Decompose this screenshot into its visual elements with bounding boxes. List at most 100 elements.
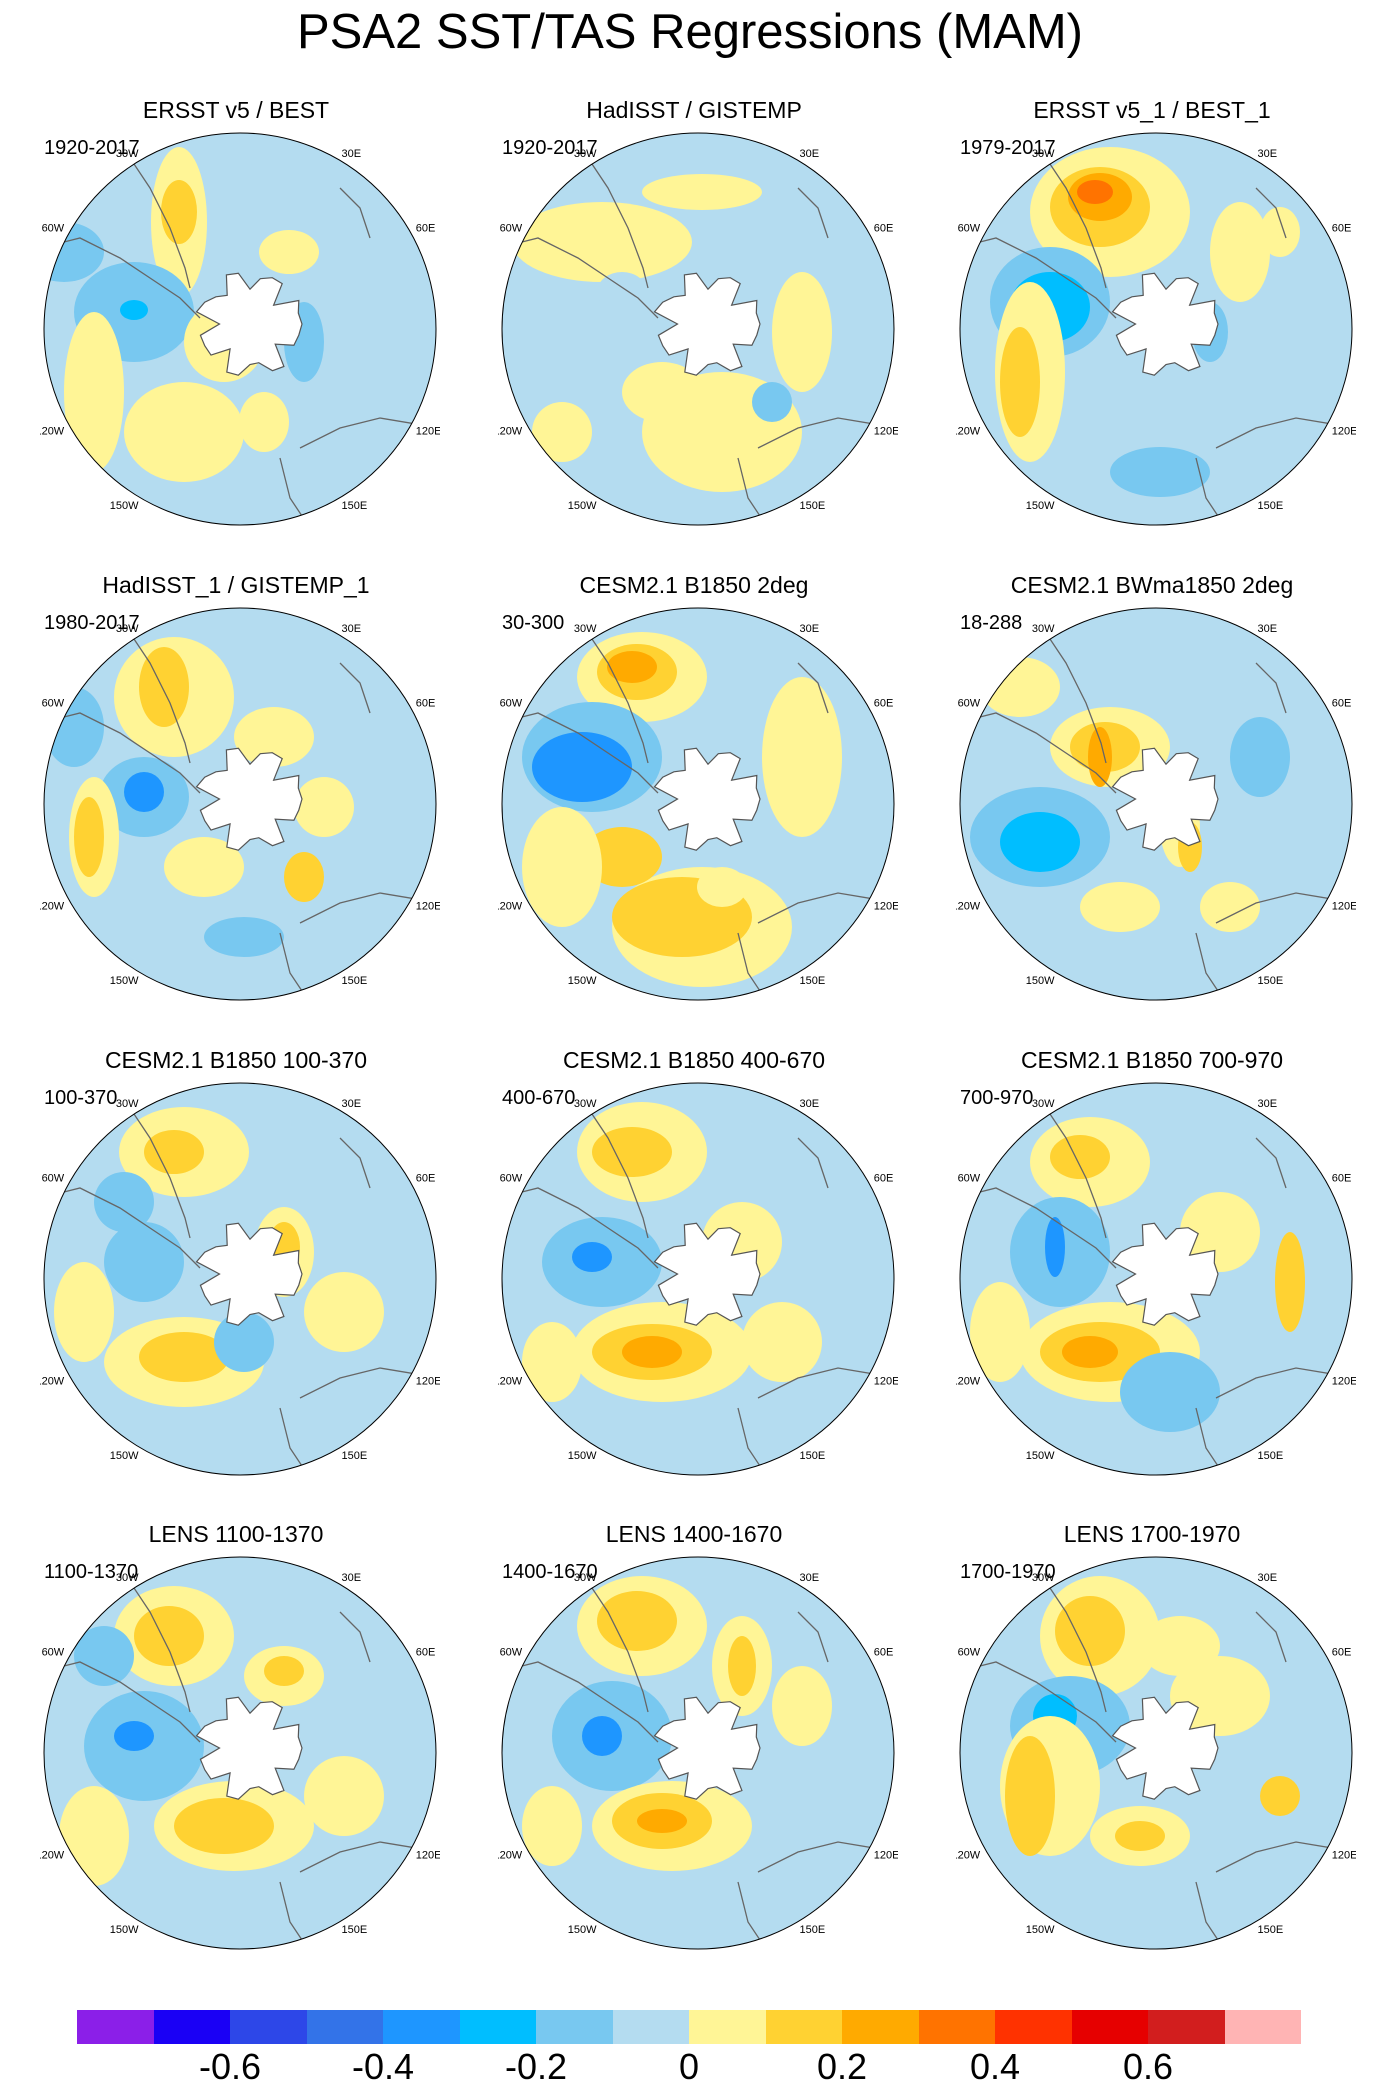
- longitude-label: 30E: [342, 1098, 362, 1110]
- longitude-label: 150W: [568, 500, 597, 512]
- anomaly-region: [597, 272, 647, 312]
- anomaly-region: [104, 1222, 184, 1302]
- panel-title: HadISST / GISTEMP: [586, 97, 802, 123]
- anomaly-region: [532, 402, 592, 462]
- panel-years: 1979-2017: [960, 137, 1056, 159]
- polar-map: 030E60E90E120E150E180150W120W90W60W30W: [498, 603, 898, 1001]
- anomaly-region: [124, 772, 164, 812]
- anomaly-region: [1062, 1336, 1118, 1368]
- panel-title: CESM2.1 B1850 100-370: [104, 1047, 368, 1073]
- longitude-label: 30E: [800, 1572, 820, 1584]
- anomaly-region: [134, 1606, 204, 1666]
- coastline: [757, 1367, 894, 1399]
- anomaly-region: [204, 917, 284, 957]
- colorbar-cell: [842, 2010, 919, 2044]
- map-panel: HadISST / GISTEMP030E60E90E120E150E18015…: [464, 96, 924, 566]
- coastline: [502, 1187, 659, 1269]
- panel-years: 1920-2017: [502, 137, 598, 159]
- colorbar-cell: [459, 2010, 536, 2044]
- panel-years: 30-300: [502, 612, 565, 634]
- longitude-label: 0: [1153, 1552, 1159, 1553]
- anomaly-region: [259, 230, 319, 274]
- panel-title: ERSST v5 / BEST: [142, 97, 330, 123]
- anomaly-region: [94, 1172, 154, 1232]
- colorbar-cell: [383, 2010, 460, 2044]
- anomaly-region: [1077, 180, 1113, 204]
- anomaly-region: [304, 1756, 384, 1836]
- anomaly-region: [1005, 1736, 1055, 1856]
- colorbar-cell: [536, 2010, 613, 2044]
- longitude-label: 60E: [416, 698, 436, 710]
- antarctica-landmass: [195, 272, 303, 376]
- coastline: [797, 1611, 829, 1663]
- map-panel: LENS 1100-1370030E60E90E120E150E180150W1…: [6, 1520, 466, 1990]
- anomaly-region: [522, 1786, 582, 1866]
- coastline: [299, 892, 436, 924]
- longitude-label: 0: [1153, 603, 1159, 604]
- anomaly-region: [1055, 1596, 1125, 1666]
- longitude-label: 30E: [1258, 1098, 1278, 1110]
- anomaly-region: [1000, 327, 1040, 437]
- colorbar-cell: [1071, 2010, 1148, 2044]
- map-border: [43, 607, 437, 1001]
- longitude-label: 30W: [116, 148, 139, 160]
- polar-map: 030E60E90E120E150E180150W120W90W60W30W: [40, 128, 440, 526]
- longitude-label: 30E: [342, 148, 362, 160]
- map-border: [959, 1556, 1353, 1950]
- longitude-label: 30E: [1258, 1572, 1278, 1584]
- coastline: [109, 1083, 191, 1239]
- anomaly-region: [597, 1591, 677, 1651]
- longitude-label: 30E: [1258, 623, 1278, 635]
- longitude-label: 150E: [1258, 500, 1284, 512]
- longitude-label: 0: [695, 603, 701, 604]
- panel-years: 700-970: [960, 1087, 1034, 1109]
- colorbar-cell: [612, 2010, 689, 2044]
- anomaly-region: [522, 807, 602, 927]
- longitude-label: 0: [237, 1552, 243, 1553]
- anomaly-region: [752, 382, 792, 422]
- main-title: PSA2 SST/TAS Regressions (MAM): [296, 5, 1083, 59]
- anomaly-region: [1110, 447, 1210, 497]
- longitude-label: 30W: [1032, 148, 1055, 160]
- anomaly-region: [74, 797, 104, 877]
- longitude-label: 120W: [956, 1850, 981, 1862]
- anomaly-region: [1088, 727, 1112, 787]
- longitude-label: 120E: [416, 901, 440, 913]
- panel-title: LENS 1100-1370: [148, 1521, 324, 1547]
- longitude-label: 30E: [342, 623, 362, 635]
- anomaly-region: [728, 1636, 756, 1696]
- coastline: [1255, 662, 1287, 714]
- longitude-label: 60E: [416, 223, 436, 235]
- anomaly-region: [607, 651, 657, 683]
- longitude-label: 60E: [1332, 698, 1352, 710]
- longitude-label: 60E: [874, 1173, 894, 1185]
- anomaly-region: [622, 362, 702, 422]
- longitude-label: 60W: [42, 698, 65, 710]
- longitude-label: 30W: [574, 623, 597, 635]
- colorbar-label: -0.4: [351, 2046, 415, 2087]
- polar-map: 030E60E90E120E150E180150W120W90W60W30W: [40, 603, 440, 1001]
- panel-title: HadISST_1 / GISTEMP_1: [102, 572, 370, 598]
- anomaly-region: [59, 1786, 129, 1886]
- longitude-label: 0: [237, 603, 243, 604]
- map-panel: LENS 1700-1970030E60E90E120E150E180150W1…: [922, 1520, 1380, 1990]
- longitude-label: 60E: [416, 1647, 436, 1659]
- anomaly-region: [1000, 812, 1080, 872]
- anomaly-region: [572, 1242, 612, 1272]
- panel-title: LENS 1700-1970: [1063, 1521, 1241, 1547]
- longitude-label: 120W: [40, 1850, 65, 1862]
- longitude-label: 0: [695, 1078, 701, 1079]
- panel-years: 1920-2017: [44, 137, 140, 159]
- colorbar-cell: [230, 2010, 307, 2044]
- coastline: [44, 1187, 201, 1269]
- anomaly-region: [1260, 207, 1300, 257]
- longitude-label: 120W: [40, 426, 65, 438]
- anomaly-region: [174, 1798, 274, 1854]
- antarctica-landmass: [195, 1696, 303, 1800]
- coastline: [567, 608, 649, 764]
- longitude-label: 150W: [568, 1450, 597, 1462]
- polar-map: 030E60E90E120E150E180150W120W90W60W30W: [498, 1552, 898, 1950]
- anomaly-region: [214, 1312, 274, 1372]
- coastline: [299, 1841, 436, 1873]
- coastline: [109, 133, 191, 289]
